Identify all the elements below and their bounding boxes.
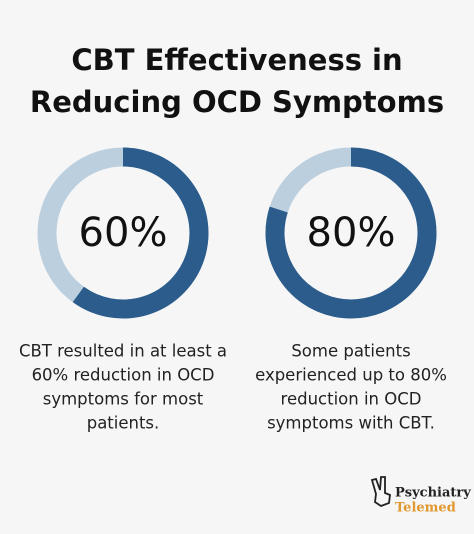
donut-arc	[72, 147, 209, 319]
caption-line: Some patients	[291, 342, 410, 361]
value-label: 80%	[307, 210, 396, 256]
caption-line: patients.	[87, 414, 160, 433]
title-line: Reducing OCD Symptoms	[30, 85, 444, 119]
logo-icon	[370, 476, 391, 508]
caption-line: symptoms for most	[43, 390, 204, 409]
caption-line: symptoms with CBT.	[267, 414, 435, 433]
logo-text: Psychiatry	[395, 486, 471, 501]
logo-text: Telemed	[395, 501, 456, 516]
caption-line: 60% reduction in OCD	[32, 366, 215, 385]
caption-line: CBT resulted in at least a	[19, 342, 227, 361]
title-line: CBT Effectiveness in	[71, 43, 402, 77]
caption-line: reduction in OCD	[281, 390, 422, 409]
caption-line: experienced up to 80%	[255, 366, 447, 385]
donut-arc	[265, 147, 437, 319]
value-label: 60%	[79, 210, 168, 256]
logo: Psychiatry Telemed	[370, 476, 471, 516]
